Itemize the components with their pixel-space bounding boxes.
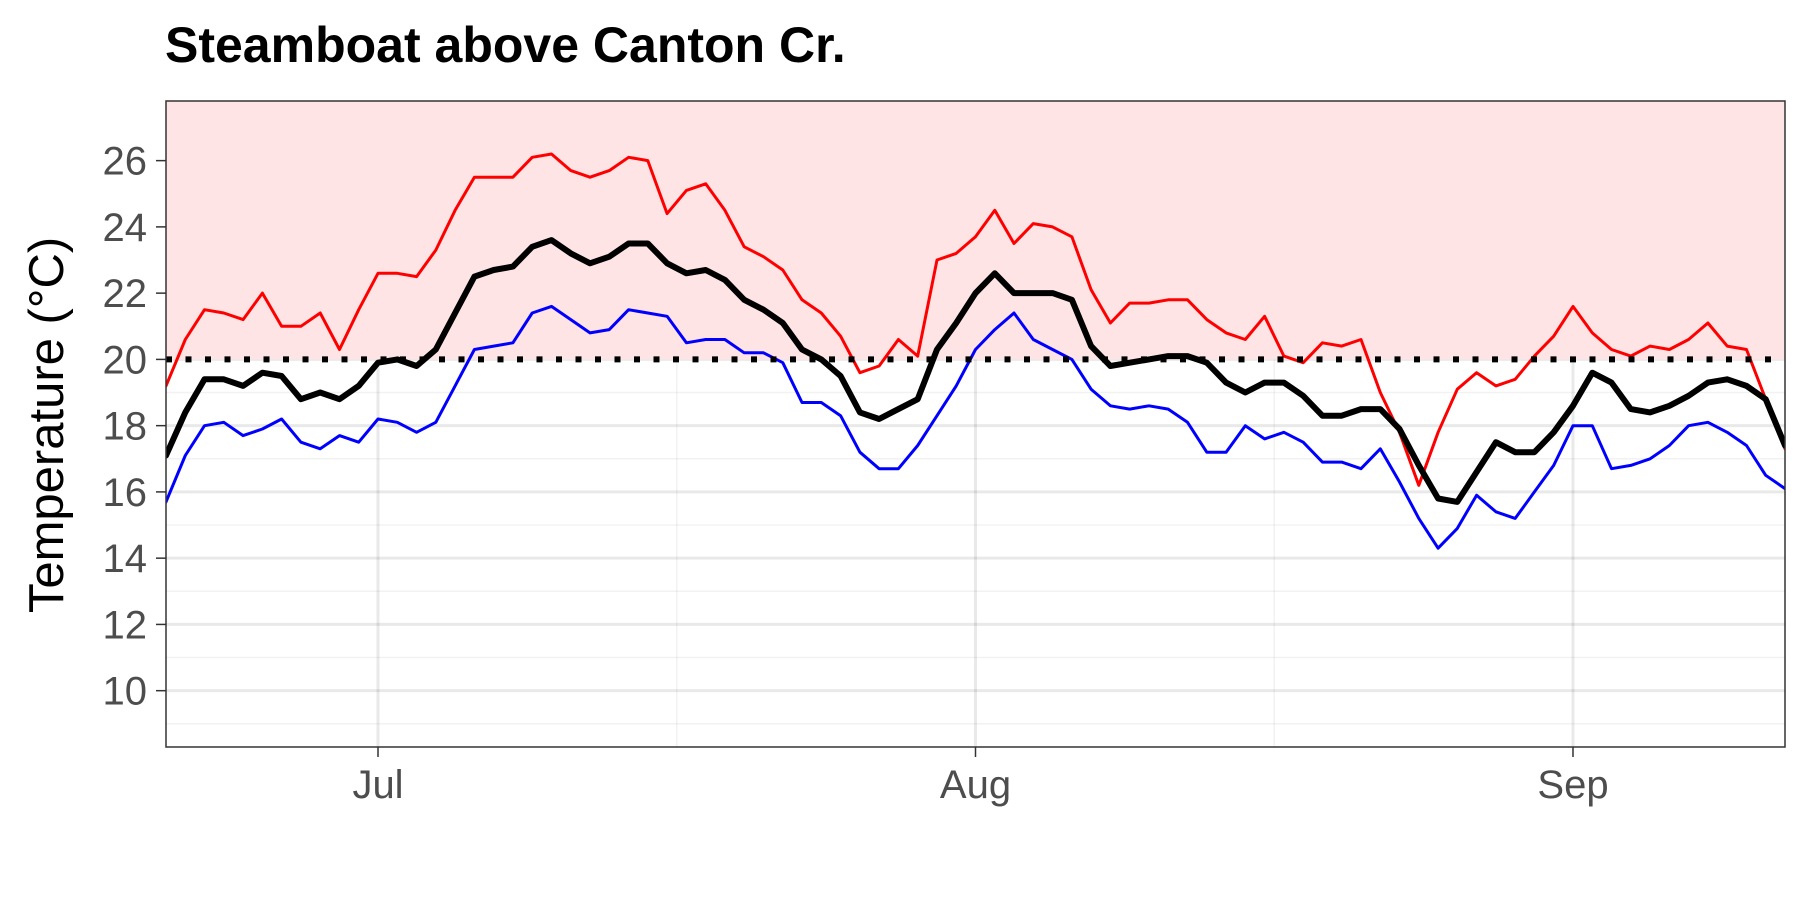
y-tick-label: 20 bbox=[103, 338, 148, 382]
x-tick-label: Jul bbox=[352, 763, 403, 807]
y-tick-label: 16 bbox=[103, 471, 148, 515]
series-lines bbox=[166, 152, 1785, 550]
y-tick-label: 14 bbox=[103, 537, 148, 581]
series-line-mean bbox=[166, 237, 1785, 505]
threshold-shading bbox=[166, 101, 1785, 360]
chart-title: Steamboat above Canton Cr. bbox=[165, 17, 846, 73]
y-tick-label: 12 bbox=[103, 603, 148, 647]
x-tick-label: Aug bbox=[940, 763, 1011, 807]
x-tick-label: Sep bbox=[1537, 763, 1608, 807]
threshold-shade-region bbox=[166, 101, 1785, 360]
series-line-max bbox=[166, 152, 1785, 487]
y-tick-label: 18 bbox=[103, 405, 148, 449]
series-line-min bbox=[166, 304, 1785, 550]
y-tick-label: 26 bbox=[103, 140, 148, 184]
y-tick-label: 10 bbox=[103, 670, 148, 714]
y-axis-label: Temperature (°C) bbox=[20, 237, 74, 613]
y-tick-label: 24 bbox=[103, 206, 148, 250]
axes: 10 12 14 16 18 20 22 24 26 Jul Aug Sep bbox=[103, 140, 1609, 807]
y-tick-label: 22 bbox=[103, 272, 148, 316]
